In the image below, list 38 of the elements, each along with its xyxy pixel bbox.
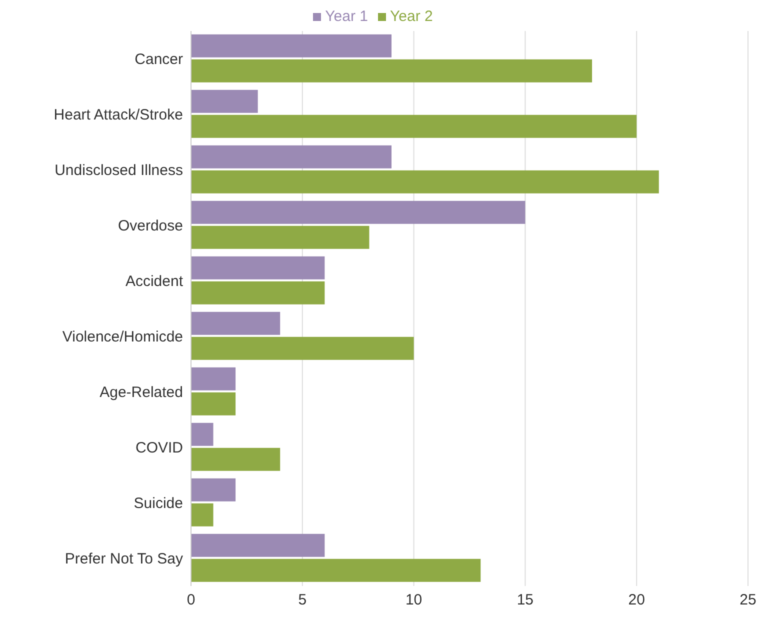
y-tick-label: Prefer Not To Say	[64, 550, 184, 568]
y-tick-label: Suicide	[134, 495, 183, 512]
bar	[191, 226, 370, 249]
bar	[191, 558, 481, 582]
bar	[191, 392, 236, 416]
bar	[191, 478, 236, 502]
legend-label: Year 2	[390, 8, 433, 25]
bar	[191, 503, 214, 526]
x-tick-label: 25	[740, 592, 756, 609]
bar	[191, 534, 325, 557]
bar	[191, 59, 592, 82]
bar	[191, 336, 414, 360]
y-tick-label: Cancer	[134, 51, 183, 68]
bar	[191, 170, 659, 194]
bar	[191, 256, 325, 280]
bar	[191, 90, 258, 113]
bar	[191, 448, 280, 471]
x-tick-label: 20	[628, 592, 645, 609]
x-tick-label: 0	[186, 592, 196, 609]
bar	[191, 200, 526, 224]
bar	[191, 367, 236, 390]
bar	[191, 281, 325, 304]
x-tick-label: 5	[298, 592, 307, 609]
y-tick-label: Undisclosed Illness	[54, 162, 183, 180]
x-tick-label: 15	[516, 592, 534, 609]
bar	[191, 145, 392, 168]
y-tick-label: Violence/Homicde	[62, 328, 183, 346]
y-tick-label: COVID	[135, 440, 184, 457]
y-tick-label: Heart Attack/Stroke	[54, 106, 183, 124]
bar	[191, 422, 214, 446]
y-tick-label: Overdose	[118, 218, 183, 235]
x-tick-label: 10	[405, 592, 422, 609]
y-tick-label: Age-Related	[100, 384, 183, 402]
y-tick-label: Accident	[125, 273, 184, 290]
bar	[191, 34, 392, 58]
bar	[191, 312, 280, 335]
bar	[191, 114, 637, 138]
legend-label: Year 1	[325, 8, 368, 25]
